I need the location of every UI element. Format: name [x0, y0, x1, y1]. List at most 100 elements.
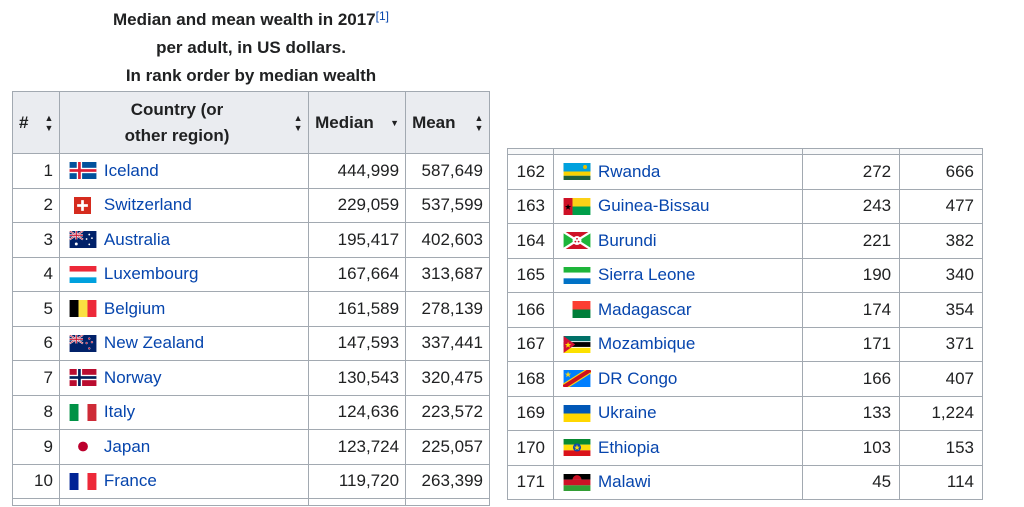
- ukraine-flag-icon[interactable]: [562, 404, 592, 423]
- country-cell: Malawi: [552, 464, 804, 500]
- mean-cell: 382: [899, 223, 983, 259]
- wealth-table-top: # ▲▼ Country (or other region) ▲▼ Median ▼…: [12, 91, 490, 506]
- table-row: 3 Australia 195,417 402,603: [12, 222, 490, 258]
- rank-cell: 5: [12, 291, 60, 327]
- country-cell: Mozambique: [552, 326, 804, 362]
- ethiopia-flag-icon[interactable]: [562, 438, 592, 457]
- country-link[interactable]: Sierra Leone: [597, 265, 696, 285]
- country-link[interactable]: Madagascar: [597, 299, 692, 319]
- country-cell: Belgium: [58, 291, 310, 327]
- burundi-flag-icon[interactable]: [562, 231, 592, 250]
- mozambique-flag-icon[interactable]: [562, 335, 592, 354]
- country-header-line-2: other region): [124, 125, 230, 145]
- table-row: 2 Switzerland 229,059 537,599: [12, 187, 490, 223]
- country-link[interactable]: France: [103, 471, 157, 491]
- rank-cell: 6: [12, 325, 60, 361]
- country-link[interactable]: Luxembourg: [103, 264, 199, 284]
- rank-cell: 165: [507, 257, 554, 293]
- country-link[interactable]: Belgium: [103, 298, 166, 318]
- median-cell: 103: [802, 430, 901, 466]
- country-link[interactable]: Rwanda: [597, 161, 661, 181]
- median-cell: 166: [802, 361, 901, 397]
- country-link[interactable]: Guinea-Bissau: [597, 196, 710, 216]
- country-link[interactable]: Mozambique: [597, 334, 696, 354]
- country-link[interactable]: Japan: [103, 436, 151, 456]
- country-link[interactable]: Switzerland: [103, 195, 192, 215]
- mean-cell: 223,572: [405, 394, 490, 430]
- rwanda-flag-icon[interactable]: [562, 162, 592, 181]
- table-row: 9 Japan 123,724 225,057: [12, 429, 490, 465]
- rank-cell: 8: [12, 394, 60, 430]
- sort-icon[interactable]: ▲▼: [474, 112, 484, 133]
- rank-header[interactable]: # ▲▼: [12, 91, 60, 154]
- country-cell: Guinea-Bissau: [552, 188, 804, 224]
- table-row-cut: [12, 498, 490, 506]
- mean-cell: 278,139: [405, 291, 490, 327]
- mean-cell: 666: [899, 154, 983, 190]
- new-zealand-flag-icon[interactable]: [68, 334, 98, 353]
- median-cell: 195,417: [308, 222, 407, 258]
- norway-flag-icon[interactable]: [68, 368, 98, 387]
- median-cell: 45: [802, 464, 901, 500]
- country-link[interactable]: New Zealand: [103, 333, 205, 353]
- mean-cell: 402,603: [405, 222, 490, 258]
- luxembourg-flag-icon[interactable]: [68, 265, 98, 284]
- sierra-leone-flag-icon[interactable]: [562, 266, 592, 285]
- country-link[interactable]: Ukraine: [597, 403, 657, 423]
- table-row: 7 Norway 130,543 320,475: [12, 360, 490, 396]
- median-cell: 133: [802, 395, 901, 431]
- sort-desc-icon[interactable]: ▼: [390, 117, 400, 128]
- country-cell: Switzerland: [58, 187, 310, 223]
- caption-line-1: Median and mean wealth in 2017: [113, 10, 376, 29]
- country-cell: Madagascar: [552, 292, 804, 328]
- switzerland-flag-icon[interactable]: [68, 196, 98, 215]
- italy-flag-icon[interactable]: [68, 403, 98, 422]
- median-cell: 171: [802, 326, 901, 362]
- mean-cell: 225,057: [405, 429, 490, 465]
- france-flag-icon[interactable]: [68, 472, 98, 491]
- country-cell: Rwanda: [552, 154, 804, 190]
- country-header[interactable]: Country (or other region) ▲▼: [58, 91, 310, 154]
- median-header[interactable]: Median ▼: [308, 91, 407, 154]
- header-row: # ▲▼ Country (or other region) ▲▼ Median ▼…: [12, 91, 490, 154]
- caption-line-2: per adult, in US dollars.: [156, 38, 346, 57]
- country-link[interactable]: Ethiopia: [597, 437, 660, 457]
- table-row: 165 Sierra Leone 190 340: [507, 257, 983, 293]
- mean-header-label: Mean: [412, 112, 456, 132]
- table-row: 6 New Zealand 147,593 337,441: [12, 325, 490, 361]
- rank-cell: 1: [12, 153, 60, 189]
- dr-congo-flag-icon[interactable]: [562, 369, 592, 388]
- country-link[interactable]: Norway: [103, 367, 162, 387]
- median-cell: 174: [802, 292, 901, 328]
- median-cell: 161,589: [308, 291, 407, 327]
- japan-flag-icon[interactable]: [68, 437, 98, 456]
- country-cell: Sierra Leone: [552, 257, 804, 293]
- australia-flag-icon[interactable]: [68, 230, 98, 249]
- median-cell: 147,593: [308, 325, 407, 361]
- reference-link[interactable]: [1]: [375, 9, 389, 23]
- median-cell: 130,543: [308, 360, 407, 396]
- rank-header-label: #: [19, 112, 29, 132]
- country-cell: Australia: [58, 222, 310, 258]
- mean-cell: 1,224: [899, 395, 983, 431]
- country-link[interactable]: DR Congo: [597, 368, 678, 388]
- country-link[interactable]: Burundi: [597, 230, 657, 250]
- country-link[interactable]: Australia: [103, 229, 171, 249]
- country-link[interactable]: Iceland: [103, 160, 159, 180]
- sort-icon[interactable]: ▲▼: [43, 112, 54, 133]
- mean-cell: 320,475: [405, 360, 490, 396]
- sort-icon[interactable]: ▲▼: [293, 112, 304, 133]
- iceland-flag-icon[interactable]: [68, 161, 98, 180]
- table-row: 167 Mozambique 171 371: [507, 326, 983, 362]
- rank-cell: 171: [507, 464, 554, 500]
- belgium-flag-icon[interactable]: [68, 299, 98, 318]
- country-cell: DR Congo: [552, 361, 804, 397]
- country-link[interactable]: Italy: [103, 402, 136, 422]
- table-row: 8 Italy 124,636 223,572: [12, 394, 490, 430]
- country-link[interactable]: Malawi: [597, 472, 651, 492]
- malawi-flag-icon[interactable]: [562, 473, 592, 492]
- mean-header[interactable]: Mean ▲▼: [405, 91, 490, 154]
- madagascar-flag-icon[interactable]: [562, 300, 592, 319]
- rank-cell: 10: [12, 463, 60, 499]
- guinea-bissau-flag-icon[interactable]: [562, 197, 592, 216]
